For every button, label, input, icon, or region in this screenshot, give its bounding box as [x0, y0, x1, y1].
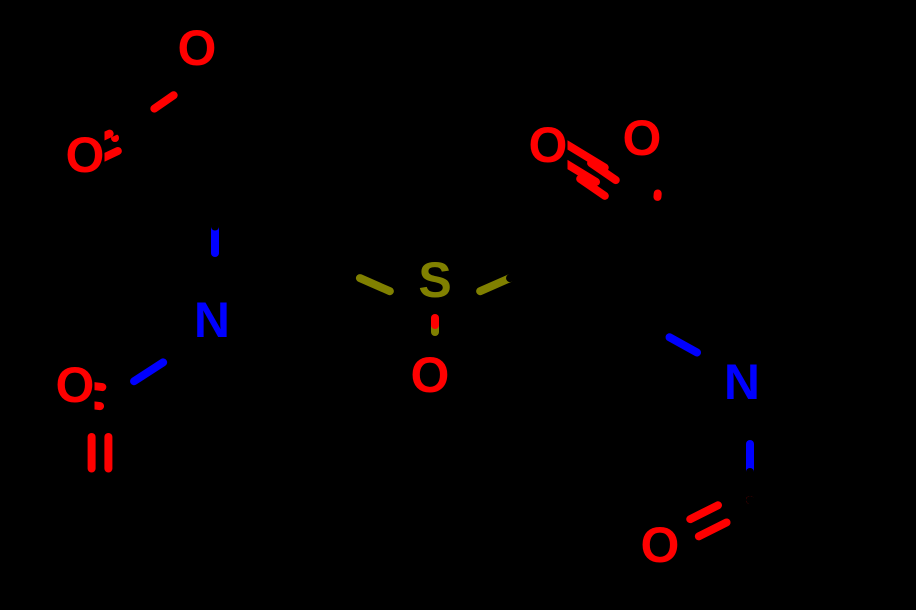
atom-label-nh: NH: [724, 354, 796, 410]
atom-label-o: O: [66, 127, 105, 183]
atom-label-oh: OH: [410, 347, 485, 403]
atom-label-nh: NH: [194, 292, 266, 348]
atom-label-o: O: [56, 357, 95, 413]
atom-label-s: S: [418, 252, 451, 308]
atom-label-o: O: [641, 517, 680, 573]
atom-label-oh: OH: [177, 20, 252, 76]
molecule-diagram: O NH O OH S OH O OH NH O: [0, 0, 916, 610]
bonds-layer: [71, 95, 855, 560]
atom-label-oh: OH: [622, 110, 697, 166]
atom-label-o: O: [529, 117, 568, 173]
